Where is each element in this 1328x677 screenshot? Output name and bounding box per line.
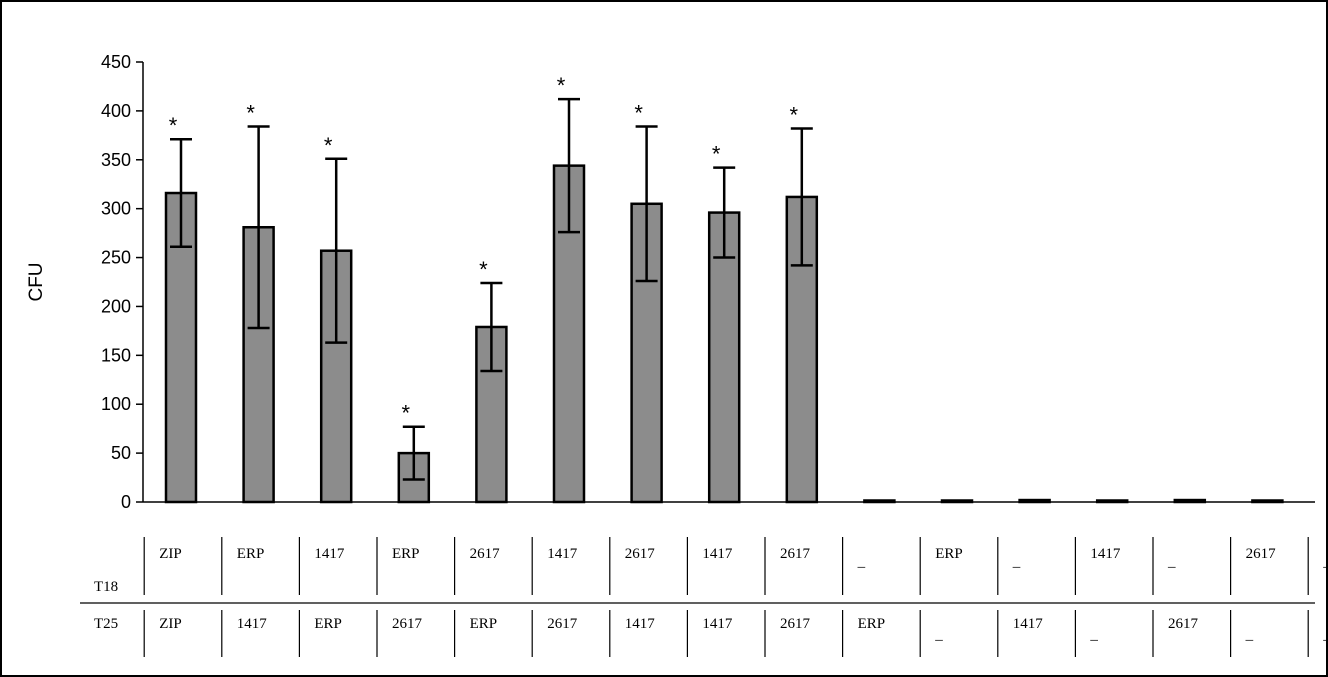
table-cell-r1-c9: 2617 bbox=[780, 546, 811, 562]
table-cell-r1-c10: _ bbox=[857, 554, 866, 570]
table-cell-r2-c6: 2617 bbox=[547, 616, 578, 632]
y-tick-label-9: 450 bbox=[101, 52, 131, 72]
table-cell-r1-c5: 2617 bbox=[470, 546, 501, 562]
table-cell-r2-c8: 1417 bbox=[702, 616, 733, 632]
y-tick-label-0: 0 bbox=[121, 492, 131, 512]
y-tick-label-4: 200 bbox=[101, 296, 131, 316]
y-tick-label-1: 50 bbox=[111, 443, 131, 463]
table-cell-r1-c7: 2617 bbox=[625, 546, 656, 562]
table-cell-r2-c10: ERP bbox=[858, 616, 886, 632]
table-cell-r2-c7: 1417 bbox=[625, 616, 656, 632]
table-cell-r2-c3: ERP bbox=[314, 616, 342, 632]
table-cell-r2-c16: _ bbox=[1322, 627, 1328, 643]
table-cell-r1-c1: ZIP bbox=[159, 546, 182, 562]
significance-star-4: * bbox=[402, 401, 411, 426]
bars bbox=[164, 164, 1284, 504]
table-cell-r2-c4: 2617 bbox=[392, 616, 423, 632]
table-cell-r2-c9: 2617 bbox=[780, 616, 811, 632]
y-tick-label-2: 100 bbox=[101, 394, 131, 414]
significance-star-5: * bbox=[479, 257, 488, 282]
significance-star-7: * bbox=[634, 101, 643, 126]
significance-star-2: * bbox=[246, 101, 255, 126]
y-tick-label-8: 400 bbox=[101, 101, 131, 121]
bar-12 bbox=[1018, 498, 1051, 504]
table-cell-r2-c14: 2617 bbox=[1168, 616, 1199, 632]
y-axis-label: CFU bbox=[26, 262, 47, 301]
bar-14 bbox=[1173, 498, 1207, 504]
condition-table: T18 T25 ZIP ERP 1417 ERP 2617 1417 2617 1417 2617 _… bbox=[80, 537, 1328, 657]
table-cell-r1-c2: ERP bbox=[237, 546, 265, 562]
table-row-label-1: T18 bbox=[94, 579, 118, 595]
table-cell-r1-c12: _ bbox=[1012, 554, 1021, 570]
bar-10 bbox=[863, 499, 896, 504]
significance-star-6: * bbox=[557, 73, 566, 98]
y-tick-label-7: 350 bbox=[101, 150, 131, 170]
significance-markers: * * * * * * * * * bbox=[169, 73, 799, 426]
significance-star-8: * bbox=[712, 142, 721, 167]
table-cell-r2-c5: ERP bbox=[470, 616, 498, 632]
table-cell-r2-c1: ZIP bbox=[159, 616, 182, 632]
table-cell-r1-c16: _ bbox=[1322, 554, 1328, 570]
table-cell-r2-c12: 1417 bbox=[1013, 616, 1044, 632]
table-cell-r1-c4: ERP bbox=[392, 546, 420, 562]
table-cell-r1-c3: 1417 bbox=[314, 546, 345, 562]
table-cell-r1-c6: 1417 bbox=[547, 546, 578, 562]
significance-star-9: * bbox=[790, 102, 799, 127]
significance-star-3: * bbox=[324, 133, 333, 158]
error-bars bbox=[170, 97, 813, 481]
bar-11 bbox=[940, 499, 974, 504]
table-cell-r1-c11: ERP bbox=[935, 546, 963, 562]
bar-8 bbox=[707, 211, 741, 504]
bar-6 bbox=[552, 164, 586, 504]
table-cell-r1-c14: _ bbox=[1167, 554, 1176, 570]
bar-13 bbox=[1095, 499, 1129, 504]
table-cell-r2-c11: _ bbox=[934, 627, 943, 643]
significance-star-1: * bbox=[169, 113, 178, 138]
table-cell-r1-c8: 1417 bbox=[702, 546, 733, 562]
y-tick-label-3: 150 bbox=[101, 345, 131, 365]
y-tick-label-5: 250 bbox=[101, 248, 131, 268]
table-cell-r2-c13: _ bbox=[1089, 627, 1098, 643]
table-cell-r1-c13: 1417 bbox=[1090, 546, 1121, 562]
y-tick-label-6: 300 bbox=[101, 199, 131, 219]
table-row-label-2: T25 bbox=[94, 616, 118, 632]
table-cell-r2-c15: _ bbox=[1245, 627, 1254, 643]
table-cell-r1-c15: 2617 bbox=[1246, 546, 1277, 562]
bar-15 bbox=[1251, 499, 1284, 504]
table-cell-r2-c2: 1417 bbox=[237, 616, 267, 632]
